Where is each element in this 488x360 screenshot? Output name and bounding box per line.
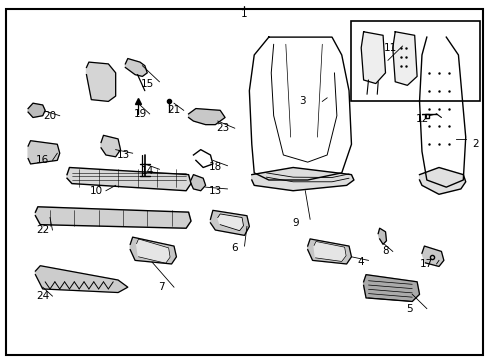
Text: 23: 23 bbox=[216, 123, 229, 133]
Polygon shape bbox=[28, 141, 60, 164]
Polygon shape bbox=[188, 109, 224, 125]
Text: 7: 7 bbox=[158, 282, 165, 292]
Polygon shape bbox=[28, 103, 45, 117]
Text: 4: 4 bbox=[357, 257, 364, 267]
Polygon shape bbox=[136, 239, 170, 263]
Text: 16: 16 bbox=[36, 156, 49, 165]
Polygon shape bbox=[101, 135, 120, 157]
Polygon shape bbox=[35, 207, 191, 228]
Polygon shape bbox=[35, 266, 127, 293]
Text: 12: 12 bbox=[414, 114, 427, 124]
Polygon shape bbox=[251, 167, 353, 191]
Text: 2: 2 bbox=[471, 139, 478, 149]
Polygon shape bbox=[130, 237, 176, 264]
Text: 9: 9 bbox=[292, 218, 298, 228]
Text: 5: 5 bbox=[406, 303, 412, 314]
Text: 13: 13 bbox=[208, 186, 222, 196]
Polygon shape bbox=[307, 239, 351, 264]
Polygon shape bbox=[363, 275, 419, 301]
Bar bbox=[351, 21, 479, 102]
Text: 10: 10 bbox=[89, 186, 102, 196]
Polygon shape bbox=[125, 59, 147, 76]
Text: 13: 13 bbox=[116, 150, 129, 160]
Text: 22: 22 bbox=[36, 225, 49, 235]
Polygon shape bbox=[361, 32, 385, 84]
Polygon shape bbox=[421, 246, 443, 266]
Text: 21: 21 bbox=[167, 105, 180, 115]
Text: 3: 3 bbox=[299, 96, 305, 107]
Polygon shape bbox=[86, 62, 116, 102]
Polygon shape bbox=[217, 214, 243, 231]
Text: 8: 8 bbox=[382, 247, 388, 256]
Text: 14: 14 bbox=[141, 166, 154, 176]
Text: 6: 6 bbox=[231, 243, 238, 253]
Polygon shape bbox=[392, 32, 416, 85]
Text: 1: 1 bbox=[241, 9, 247, 19]
Polygon shape bbox=[377, 228, 386, 244]
Polygon shape bbox=[210, 210, 249, 235]
Text: 19: 19 bbox=[133, 109, 146, 119]
Polygon shape bbox=[313, 242, 346, 261]
Text: 11: 11 bbox=[383, 43, 396, 53]
Text: 18: 18 bbox=[208, 162, 222, 172]
Text: 24: 24 bbox=[36, 291, 49, 301]
Polygon shape bbox=[67, 167, 191, 191]
Polygon shape bbox=[419, 167, 465, 194]
Text: 20: 20 bbox=[43, 111, 57, 121]
Polygon shape bbox=[191, 175, 205, 191]
Text: 15: 15 bbox=[141, 78, 154, 89]
Text: 17: 17 bbox=[419, 259, 432, 269]
